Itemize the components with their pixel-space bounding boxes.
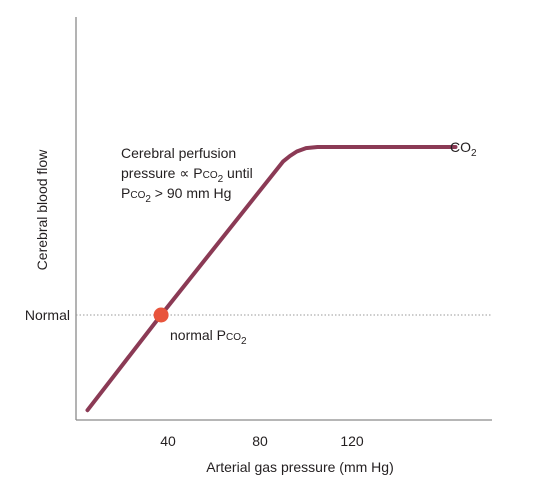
- x-tick-labels: 40 80 120: [160, 433, 364, 449]
- annotation-line-1: Cerebral perfusion: [121, 145, 236, 161]
- annotation-line-2: pressure ∝ PCO2 until: [121, 165, 253, 185]
- x-axis-title: Arterial gas pressure (mm Hg): [206, 459, 394, 475]
- y-axis-title: Cerebral blood flow: [34, 149, 50, 271]
- normal-pco2-marker: [153, 307, 169, 323]
- series-label-co2: CO2: [450, 139, 477, 159]
- x-tick-label-80: 80: [252, 433, 268, 449]
- co2-curve: [85, 145, 458, 413]
- x-tick-label-120: 120: [340, 433, 364, 449]
- y-tick-label-normal: Normal: [25, 307, 70, 323]
- normal-pco2-label: normal PCO2: [170, 327, 247, 347]
- annotation-line-3: PCO2 > 90 mm Hg: [121, 185, 231, 205]
- x-tick-label-40: 40: [160, 433, 176, 449]
